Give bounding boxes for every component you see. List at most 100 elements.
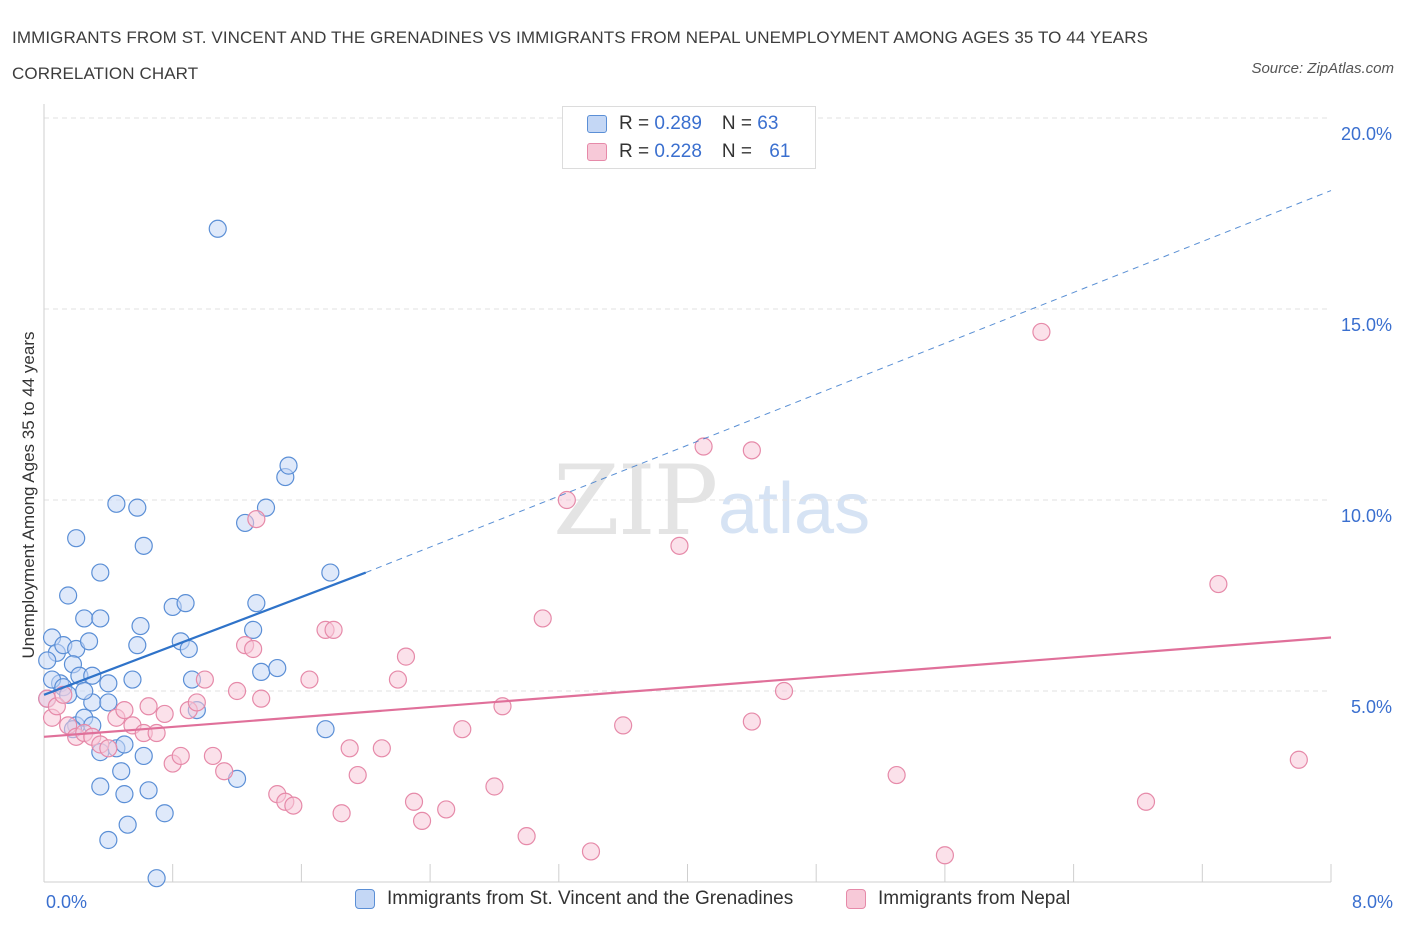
trend-line-nepal [43, 636, 1332, 738]
point-nepal [396, 647, 416, 666]
y-tick-label: 5.0% [1351, 697, 1392, 717]
point-nepal [215, 762, 234, 781]
point-st-vincent [134, 536, 153, 555]
point-nepal [774, 681, 794, 701]
point-nepal [404, 792, 424, 811]
legend-swatch-blue [355, 889, 375, 909]
point-st-vincent [279, 456, 298, 475]
point-nepal [348, 765, 367, 785]
point-st-vincent [107, 494, 126, 513]
point-st-vincent [252, 662, 271, 682]
legend-r-value: 0.289 [654, 113, 702, 134]
y-axis-label: Unemployment Among Ages 35 to 44 years [19, 331, 38, 659]
point-nepal [99, 739, 118, 758]
point-nepal [1289, 750, 1308, 769]
point-nepal [485, 777, 504, 796]
point-st-vincent [147, 869, 166, 888]
point-nepal [887, 765, 906, 785]
point-nepal [372, 739, 391, 758]
trend-line-st-vincent [43, 571, 367, 696]
series-legend: Immigrants from St. Vincent and the Gren… [0, 888, 1406, 916]
point-nepal [581, 842, 601, 861]
point-st-vincent [208, 219, 227, 238]
point-st-vincent [118, 815, 137, 834]
legend-r-label: R = [619, 141, 655, 162]
point-nepal [1209, 574, 1228, 594]
legend-n-value: 61 [769, 141, 791, 162]
legend-label-nepal: Immigrants from Nepal [878, 888, 1071, 909]
point-nepal [412, 811, 432, 830]
point-nepal [300, 670, 319, 689]
watermark-atlas: atlas [718, 469, 871, 549]
watermark-zip: ZIP [553, 445, 718, 557]
point-st-vincent [134, 746, 153, 766]
point-st-vincent [59, 586, 78, 605]
legend-n-label: N = [721, 141, 758, 162]
point-nepal [227, 681, 247, 701]
legend-swatch-pink [587, 143, 607, 161]
point-nepal [115, 700, 134, 720]
y-tick-label: 20.0% [1341, 124, 1392, 144]
legend-item-st-vincent[interactable]: Immigrants from St. Vincent and the Gren… [355, 888, 793, 910]
point-nepal [670, 536, 689, 555]
point-st-vincent [75, 681, 94, 701]
y-tick-label: 10.0% [1341, 506, 1392, 526]
point-nepal [340, 739, 359, 758]
point-st-vincent [139, 781, 158, 800]
point-st-vincent [91, 563, 110, 582]
stats-legend: R = 0.289 N = 63 R = 0.228 N = 61 [562, 106, 816, 169]
legend-label-st-vincent: Immigrants from St. Vincent and the Gren… [387, 888, 794, 909]
point-nepal [195, 670, 214, 689]
point-nepal [139, 697, 158, 716]
point-st-vincent [316, 720, 335, 739]
point-st-vincent [247, 594, 266, 613]
point-st-vincent [91, 777, 110, 796]
point-st-vincent [75, 609, 94, 628]
point-st-vincent [131, 616, 150, 636]
gridlines [44, 117, 1331, 692]
point-nepal [252, 689, 271, 708]
point-nepal [324, 620, 343, 639]
point-st-vincent [321, 563, 340, 582]
point-nepal [453, 720, 472, 739]
point-nepal [203, 746, 223, 766]
point-nepal [1136, 792, 1156, 811]
x-tick-label: 8.0% [1352, 892, 1393, 912]
point-nepal [171, 746, 190, 766]
point-nepal [388, 670, 408, 689]
point-nepal [742, 441, 761, 460]
point-nepal [284, 796, 303, 815]
point-st-vincent [67, 529, 86, 548]
source-label: Source: ZipAtlas.com [1251, 60, 1394, 77]
legend-n-value: 63 [757, 113, 779, 134]
point-nepal [533, 609, 552, 628]
legend-row-pink: R = 0.228 N = 61 [587, 140, 790, 164]
point-st-vincent [115, 735, 134, 754]
point-nepal [694, 437, 713, 456]
point-st-vincent [128, 498, 147, 517]
tick-labels: 5.0% 10.0% 15.0% 20.0% 0.0% 8.0% [46, 124, 1393, 912]
point-st-vincent [128, 636, 147, 655]
trend-extension-st-vincent [365, 190, 1332, 574]
legend-item-nepal[interactable]: Immigrants from Nepal [846, 888, 1070, 910]
point-nepal [155, 704, 174, 724]
legend-row-blue: R = 0.289 N = 63 [587, 112, 778, 136]
point-nepal [1032, 322, 1051, 342]
point-st-vincent [268, 658, 287, 678]
point-nepal [614, 716, 633, 735]
chart-title: IMMIGRANTS FROM ST. VINCENT AND THE GREN… [12, 28, 1149, 83]
point-nepal [332, 804, 351, 823]
legend-swatch-blue [587, 115, 607, 133]
point-st-vincent [99, 674, 118, 693]
point-nepal [437, 800, 456, 819]
point-st-vincent [155, 804, 174, 823]
point-nepal [935, 846, 955, 865]
point-nepal [244, 639, 263, 659]
y-tick-label: 15.0% [1341, 315, 1392, 335]
point-st-vincent [38, 651, 57, 670]
point-st-vincent [91, 609, 110, 628]
legend-r-label: R = [619, 113, 655, 134]
point-st-vincent [176, 594, 195, 613]
point-st-vincent [112, 762, 131, 781]
